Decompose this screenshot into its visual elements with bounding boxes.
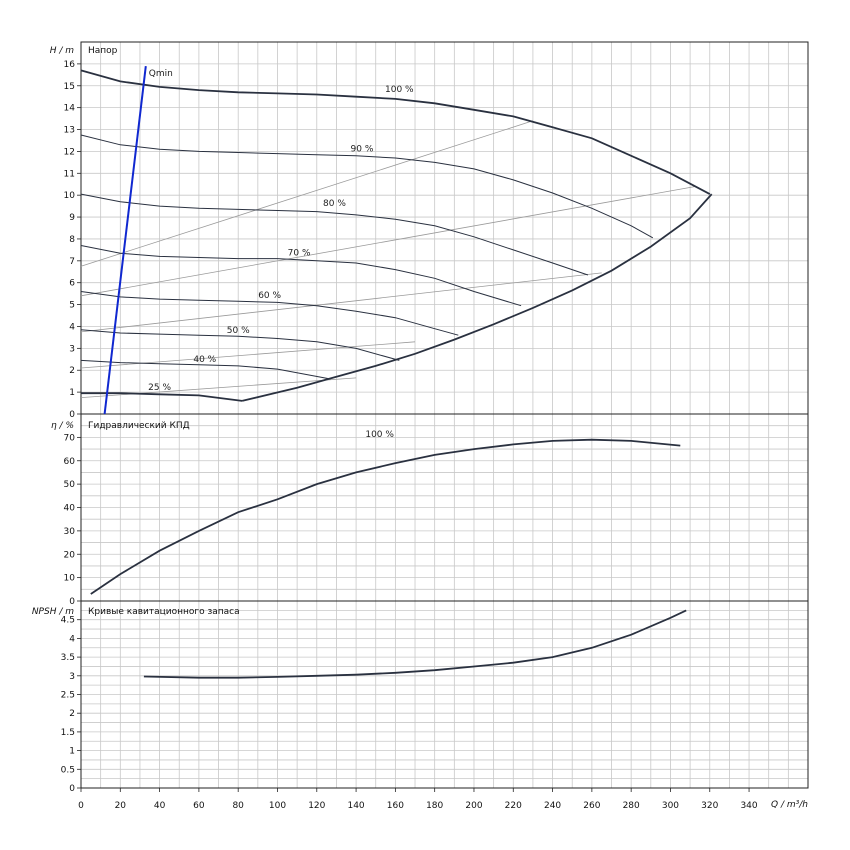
y-tick-label: 2 bbox=[69, 366, 75, 376]
y-tick-label: 0 bbox=[69, 597, 75, 607]
head-curve bbox=[80, 329, 400, 361]
panel-texts: Напор Гидравлический КПД Кривые кавитаци… bbox=[32, 46, 808, 810]
y-tick-label: 4.5 bbox=[61, 616, 75, 626]
y-tick-label: 8 bbox=[69, 235, 75, 245]
y-tick-label: 5 bbox=[69, 301, 75, 311]
y-tick-label: 15 bbox=[64, 82, 75, 92]
x-tick-label: 40 bbox=[154, 801, 166, 811]
head-curve-label: 70 % bbox=[288, 248, 311, 258]
head-curve-label: 25 % bbox=[148, 383, 171, 393]
y-tick-label: 12 bbox=[64, 147, 75, 157]
y-tick-label: 14 bbox=[64, 104, 76, 114]
head-curve bbox=[80, 193, 589, 276]
head-curve-label: 40 % bbox=[193, 355, 216, 365]
y-tick-label: 11 bbox=[64, 169, 75, 179]
head-curve bbox=[80, 245, 522, 307]
system-curve bbox=[80, 186, 697, 297]
y-tick-label: 0 bbox=[69, 784, 75, 794]
efficiency-curve-label: 100 % bbox=[365, 430, 394, 440]
head-panel-title: Напор bbox=[88, 46, 118, 56]
y-tick-label: 7 bbox=[69, 257, 75, 267]
tick-labels: 0123456789101112131415160102030405060700… bbox=[61, 60, 758, 811]
x-tick-label: 220 bbox=[505, 801, 522, 811]
y-tick-label: 40 bbox=[64, 504, 76, 514]
head-curve bbox=[80, 291, 459, 336]
y-tick-label: 4 bbox=[69, 322, 75, 332]
y-tick-label: 1 bbox=[69, 747, 75, 757]
system-curve bbox=[80, 377, 357, 398]
y-tick-label: 0.5 bbox=[61, 765, 75, 775]
x-tick-label: 120 bbox=[308, 801, 325, 811]
system-curve bbox=[80, 272, 602, 333]
y-tick-label: 3.5 bbox=[61, 653, 75, 663]
x-tick-label: 140 bbox=[347, 801, 364, 811]
head-curve-label: 80 % bbox=[323, 199, 346, 209]
y-tick-label: 70 bbox=[64, 433, 76, 443]
head-curve bbox=[80, 359, 331, 380]
x-tick-label: 280 bbox=[623, 801, 640, 811]
y-tick-label: 2.5 bbox=[61, 691, 75, 701]
head-curve bbox=[80, 134, 654, 239]
head-curve-label: 100 % bbox=[385, 85, 414, 95]
x-tick-label: 340 bbox=[740, 801, 757, 811]
system-curve bbox=[80, 120, 534, 267]
y-tick-label: 3 bbox=[69, 672, 75, 682]
system-curves bbox=[80, 120, 697, 398]
head-curve-label: 50 % bbox=[227, 326, 250, 336]
x-tick-label: 300 bbox=[662, 801, 679, 811]
y-tick-label: 20 bbox=[64, 550, 76, 560]
y-tick-label: 30 bbox=[64, 527, 76, 537]
efficiency-curve bbox=[90, 438, 681, 595]
x-tick-label: 320 bbox=[701, 801, 718, 811]
x-tick-label: 200 bbox=[465, 801, 482, 811]
y-tick-label: 6 bbox=[69, 279, 75, 289]
x-axis-label: Q / m³/h bbox=[771, 800, 808, 810]
y-tick-label: 50 bbox=[64, 480, 76, 490]
y-tick-label: 0 bbox=[69, 410, 75, 420]
x-tick-label: 20 bbox=[115, 801, 127, 811]
y-tick-label: 60 bbox=[64, 457, 76, 467]
y-tick-label: 10 bbox=[64, 191, 76, 201]
x-tick-label: 60 bbox=[193, 801, 205, 811]
grid-lines bbox=[81, 42, 808, 788]
x-tick-label: 160 bbox=[387, 801, 404, 811]
head-curve-label: 90 % bbox=[351, 144, 374, 154]
y-tick-label: 3 bbox=[69, 344, 75, 354]
y-tick-label: 4 bbox=[69, 634, 75, 644]
x-tick-label: 0 bbox=[78, 801, 84, 811]
y-tick-label: 2 bbox=[69, 709, 75, 719]
x-tick-label: 260 bbox=[583, 801, 600, 811]
head-curve-label: 60 % bbox=[258, 291, 281, 301]
qmin-line bbox=[103, 65, 147, 415]
x-tick-label: 180 bbox=[426, 801, 443, 811]
efficiency-panel-title: Гидравлический КПД bbox=[88, 421, 190, 431]
y-tick-label: 1 bbox=[69, 388, 75, 398]
head-curve bbox=[80, 69, 711, 195]
head-envelope bbox=[241, 193, 713, 402]
x-tick-label: 100 bbox=[269, 801, 286, 811]
system-curve bbox=[80, 341, 416, 369]
npsh-panel-title: Кривые кавитационного запаса bbox=[88, 607, 240, 617]
y-tick-label: 13 bbox=[64, 126, 75, 136]
y-tick-label: 10 bbox=[64, 574, 76, 584]
y-tick-label: 16 bbox=[64, 60, 76, 70]
efficiency-axis-label: η / % bbox=[51, 421, 74, 431]
npsh-axis-label: NPSH / m bbox=[32, 607, 74, 617]
x-tick-label: 80 bbox=[232, 801, 244, 811]
y-tick-label: 1.5 bbox=[61, 728, 75, 738]
x-tick-label: 240 bbox=[544, 801, 561, 811]
data-curves bbox=[80, 65, 713, 679]
y-tick-label: 9 bbox=[69, 213, 75, 223]
npsh-curve bbox=[143, 609, 687, 679]
head-axis-label: H / m bbox=[50, 46, 75, 56]
curve-labels: 100 % 90 % 80 % 70 % 60 % 50 % 40 % 25 % Qmin 100… bbox=[148, 69, 414, 440]
qmin-label: Qmin bbox=[149, 69, 173, 79]
